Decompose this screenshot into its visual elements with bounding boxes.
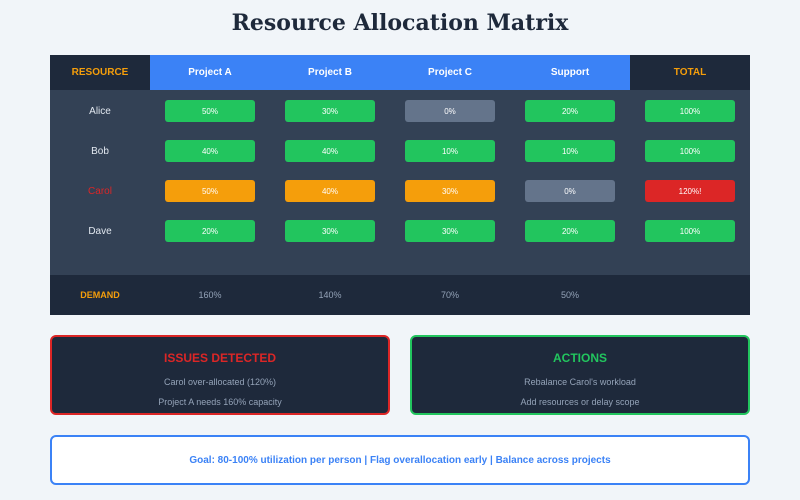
actions-box: ACTIONS Rebalance Carol's workload Add r… <box>410 335 750 415</box>
allocation-cell: 10% <box>525 140 615 162</box>
allocation-cell: 50% <box>165 100 255 122</box>
allocation-cell: 20% <box>165 220 255 242</box>
allocation-cell: 100% <box>645 100 735 122</box>
allocation-cell: 30% <box>405 220 495 242</box>
header-cell: RESOURCE <box>50 55 150 90</box>
header-cell: Project B <box>270 55 390 90</box>
action-line: Rebalance Carol's workload <box>524 377 636 387</box>
demand-value: 50% <box>560 290 579 300</box>
issue-line: Project A needs 160% capacity <box>158 397 282 407</box>
allocation-cell: 30% <box>405 180 495 202</box>
resource-name: Alice <box>89 105 111 117</box>
actions-title: ACTIONS <box>553 351 607 365</box>
demand-value: 70% <box>440 290 459 300</box>
allocation-cell: 40% <box>285 180 375 202</box>
allocation-cell: 30% <box>285 220 375 242</box>
issues-title: ISSUES DETECTED <box>163 351 277 365</box>
allocation-cell: 100% <box>645 220 735 242</box>
allocation-cell: 0% <box>405 100 495 122</box>
allocation-cell: 50% <box>165 180 255 202</box>
resource-name: Carol <box>88 185 112 197</box>
action-line: Add resources or delay scope <box>520 397 640 407</box>
demand-value: 140% <box>318 290 342 300</box>
allocation-cell: 120%! <box>645 180 735 202</box>
resource-name: Bob <box>91 145 109 157</box>
allocation-cell: 100% <box>645 140 735 162</box>
allocation-cell: 30% <box>285 100 375 122</box>
title: Resource Allocation Matrix <box>231 10 569 36</box>
allocation-cell: 0% <box>525 180 615 202</box>
allocation-cell: 20% <box>525 100 615 122</box>
header-cell: TOTAL <box>630 55 750 90</box>
goal-box: Goal: 80-100% utilization per person | F… <box>50 435 750 485</box>
allocation-cell: 10% <box>405 140 495 162</box>
demand-label: DEMAND <box>80 290 120 300</box>
issue-line: Carol over-allocated (120%) <box>163 377 277 387</box>
allocation-cell: 40% <box>165 140 255 162</box>
resource-name: Dave <box>88 225 112 237</box>
header-cell: Project C <box>390 55 510 90</box>
allocation-cell: 20% <box>525 220 615 242</box>
allocation-cell: 40% <box>285 140 375 162</box>
demand-value: 160% <box>198 290 222 300</box>
header-cell: Support <box>510 55 630 90</box>
demand-row <box>50 275 750 315</box>
header-cell: Project A <box>150 55 270 90</box>
issues-box: ISSUES DETECTED Carol over-allocated (12… <box>50 335 390 415</box>
